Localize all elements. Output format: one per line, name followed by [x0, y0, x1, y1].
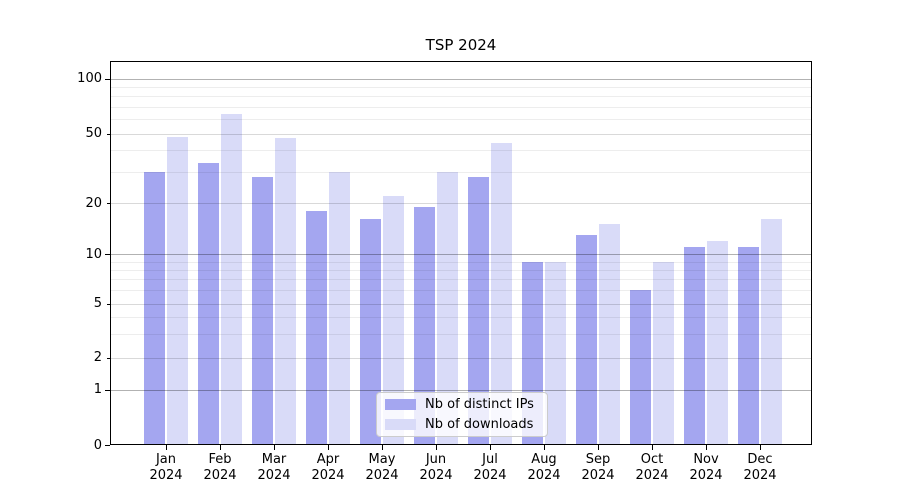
bar-distinct-ips-jan-2024 [144, 172, 165, 444]
y-tick-label-10: 10 [85, 246, 102, 262]
bar-downloads-dec-2024 [761, 219, 782, 444]
y-tick-label-20: 20 [85, 195, 102, 211]
bar-downloads-jun-2024 [437, 172, 458, 444]
x-tick-mark-jul-2024 [490, 445, 491, 450]
y-tick-label-5: 5 [93, 296, 102, 311]
bar-distinct-ips-may-2024 [360, 219, 381, 444]
bar-downloads-mar-2024 [275, 138, 296, 444]
bar-distinct-ips-jun-2024 [414, 206, 435, 444]
bar-downloads-aug-2024 [545, 261, 566, 444]
legend-row-distinct-ips: Nb of distinct IPs [385, 397, 539, 412]
gridline-y-90 [111, 86, 811, 88]
x-tick-label-aug-2024: Aug 2024 [527, 452, 561, 483]
gridline-y-50 [111, 133, 811, 135]
legend: Nb of distinct IPs Nb of downloads [376, 392, 548, 437]
bar-downloads-feb-2024 [221, 113, 242, 444]
gridline-y-9 [111, 261, 811, 263]
gridline-y-40 [111, 150, 811, 152]
x-tick-label-nov-2024: Nov 2024 [689, 452, 723, 483]
gridline-y-8 [111, 269, 811, 271]
gridline-y-60 [111, 119, 811, 121]
bar-distinct-ips-sep-2024 [576, 234, 597, 444]
x-tick-label-sep-2024: Sep 2024 [581, 452, 615, 483]
legend-swatch-downloads [385, 419, 416, 430]
gridline-y-70 [111, 106, 811, 108]
gridline-y-6 [111, 290, 811, 292]
x-tick-label-apr-2024: Apr 2024 [311, 452, 345, 483]
gridline-y-100 [111, 78, 811, 80]
x-tick-mark-jan-2024 [166, 445, 167, 450]
x-tick-mark-oct-2024 [652, 445, 653, 450]
y-tick-label-50: 50 [85, 126, 102, 141]
x-tick-label-dec-2024: Dec 2024 [743, 452, 777, 483]
bar-distinct-ips-feb-2024 [198, 162, 219, 444]
x-tick-mark-may-2024 [382, 445, 383, 450]
x-tick-mark-aug-2024 [544, 445, 545, 450]
bar-distinct-ips-jul-2024 [468, 177, 489, 444]
bar-distinct-ips-dec-2024 [738, 246, 759, 444]
y-tick-mark-10 [105, 254, 110, 255]
bar-downloads-nov-2024 [707, 240, 728, 444]
x-tick-label-jan-2024: Jan 2024 [149, 452, 183, 483]
chart-title: TSP 2024 [425, 36, 497, 54]
legend-row-downloads: Nb of downloads [385, 417, 539, 432]
bar-distinct-ips-nov-2024 [684, 246, 705, 444]
bar-distinct-ips-mar-2024 [252, 177, 273, 444]
bar-downloads-sep-2024 [599, 224, 620, 444]
bar-downloads-jan-2024 [167, 136, 188, 444]
bar-distinct-ips-oct-2024 [630, 290, 651, 444]
gridline-y-30 [111, 172, 811, 174]
x-tick-label-may-2024: May 2024 [365, 452, 399, 483]
gridline-y-5 [111, 303, 811, 305]
x-tick-mark-jun-2024 [436, 445, 437, 450]
bar-downloads-may-2024 [383, 195, 404, 444]
bar-downloads-apr-2024 [329, 172, 350, 444]
y-tick-mark-20 [106, 203, 110, 204]
legend-swatch-distinct-ips [385, 399, 416, 410]
legend-label-downloads: Nb of downloads [425, 417, 534, 432]
gridline-y-7 [111, 279, 811, 281]
x-tick-label-jul-2024: Jul 2024 [473, 452, 507, 483]
y-tick-mark-100 [105, 78, 110, 80]
y-tick-label-2: 2 [93, 350, 102, 365]
y-tick-mark-1 [105, 389, 110, 391]
bar-downloads-jul-2024 [491, 143, 512, 444]
x-tick-mark-nov-2024 [706, 445, 707, 450]
gridline-y-10 [111, 254, 811, 255]
x-tick-mark-sep-2024 [598, 445, 599, 450]
x-tick-label-oct-2024: Oct 2024 [635, 452, 669, 483]
bar-distinct-ips-apr-2024 [306, 210, 327, 444]
gridline-y-20 [111, 203, 811, 204]
gridline-y-80 [111, 96, 811, 98]
bar-downloads-oct-2024 [653, 261, 674, 444]
x-tick-mark-dec-2024 [760, 445, 761, 450]
y-tick-label-1: 1 [93, 382, 102, 397]
x-tick-mark-feb-2024 [220, 445, 221, 450]
y-tick-mark-50 [106, 133, 110, 135]
y-tick-label-0: 0 [93, 437, 102, 453]
x-tick-label-jun-2024: Jun 2024 [419, 452, 453, 483]
y-tick-label-100: 100 [77, 71, 102, 86]
gridline-y-2 [111, 357, 811, 359]
gridline-y-1 [111, 389, 811, 391]
x-tick-mark-mar-2024 [274, 445, 275, 450]
gridline-y-4 [111, 316, 811, 318]
y-tick-mark-0 [105, 445, 110, 446]
y-tick-mark-5 [106, 303, 110, 305]
legend-label-distinct-ips: Nb of distinct IPs [425, 397, 534, 412]
gridline-y-3 [111, 333, 811, 335]
x-tick-mark-apr-2024 [328, 445, 329, 450]
x-tick-label-mar-2024: Mar 2024 [257, 452, 291, 483]
x-tick-label-feb-2024: Feb 2024 [203, 452, 237, 483]
y-tick-mark-2 [106, 357, 110, 359]
